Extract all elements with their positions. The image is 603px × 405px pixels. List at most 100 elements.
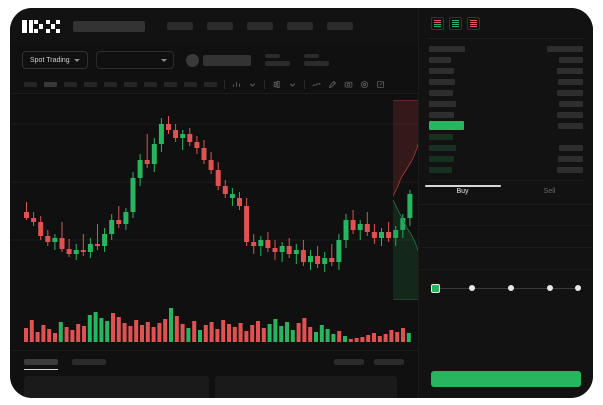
orderbook[interactable] <box>419 39 593 175</box>
chevron-down-icon[interactable] <box>248 80 257 89</box>
orderbook-ask-row[interactable] <box>429 54 583 65</box>
bottom-card-0[interactable] <box>24 376 209 398</box>
chart-type-icon[interactable] <box>272 80 281 89</box>
pencil-icon[interactable] <box>328 80 337 89</box>
orderbook-mode-asks[interactable] <box>467 17 480 30</box>
bid-amount <box>559 144 583 151</box>
candlestick-chart-svg <box>10 116 418 272</box>
ask-price <box>429 56 451 63</box>
tab-sell[interactable]: Sell <box>543 188 556 195</box>
candlestick-chart[interactable] <box>10 94 418 298</box>
ask-amount <box>558 78 583 85</box>
pair-select[interactable] <box>95 51 174 69</box>
ticker-stat-value <box>303 61 329 66</box>
toolbar-divider <box>264 80 265 89</box>
slider-step-50[interactable] <box>508 285 514 291</box>
bid-price <box>429 155 454 162</box>
trading-mode-select[interactable]: Spot Trading <box>22 51 88 69</box>
camera-icon[interactable] <box>344 80 353 89</box>
orderbook-mode-both[interactable] <box>431 17 444 30</box>
orderbook-ask-row[interactable] <box>429 76 583 87</box>
timeframe-button-8[interactable] <box>184 82 197 87</box>
chart-toolbar <box>10 76 418 94</box>
main-nav <box>167 22 581 30</box>
order-field-2[interactable] <box>419 248 593 270</box>
last-price <box>429 121 464 130</box>
fullscreen-icon[interactable] <box>376 80 385 89</box>
timeframe-button-4[interactable] <box>104 82 117 87</box>
orderbook-ask-row[interactable] <box>429 109 583 120</box>
orderbook-ask-row[interactable] <box>429 98 583 109</box>
ask-amount <box>557 67 583 74</box>
volume-chart <box>10 300 418 350</box>
logo-glyph-x <box>46 19 61 33</box>
order-form <box>419 204 593 270</box>
nav-item-1[interactable] <box>207 22 233 30</box>
timeframe-button-5[interactable] <box>124 82 137 87</box>
bottom-card-1[interactable] <box>215 376 397 398</box>
line-tool-icon[interactable] <box>312 80 321 89</box>
bid-amount <box>558 155 583 162</box>
bottom-action-0[interactable] <box>334 359 364 365</box>
ticker-stat-value <box>264 61 290 66</box>
logo-glyph-k <box>29 19 44 33</box>
order-field-0[interactable] <box>419 204 593 226</box>
nav-item-4[interactable] <box>327 22 353 30</box>
search-input[interactable] <box>73 20 145 32</box>
bottom-tab-0[interactable] <box>24 359 58 370</box>
nav-item-2[interactable] <box>247 22 273 30</box>
ticker-stat-1 <box>303 54 329 66</box>
okx-logo[interactable] <box>22 19 61 33</box>
ticker-stat-label <box>303 54 319 58</box>
ask-amount <box>557 89 583 96</box>
timeframe-button-9[interactable] <box>204 82 217 87</box>
chevron-down-icon <box>73 58 80 62</box>
timeframe-button-0[interactable] <box>24 82 37 87</box>
device-frame: Spot Trading <box>10 8 593 398</box>
indicator-icon[interactable] <box>232 80 241 89</box>
timeframe-button-6[interactable] <box>144 82 157 87</box>
slider-step-75[interactable] <box>547 285 553 291</box>
chevron-down-icon[interactable] <box>288 80 297 89</box>
slider-track <box>433 288 579 289</box>
timeframe-button-1[interactable] <box>44 82 57 87</box>
bottom-tab-label <box>72 359 106 365</box>
orderbook-mode-bids[interactable] <box>449 17 462 30</box>
bottom-tabs <box>10 351 418 370</box>
pair-name <box>202 54 251 66</box>
ticker-stat-0 <box>264 54 290 66</box>
timeframe-button-3[interactable] <box>84 82 97 87</box>
submit-order-button[interactable] <box>431 371 581 387</box>
ask-price <box>429 100 456 107</box>
bottom-action-1[interactable] <box>374 359 404 365</box>
bottom-tab-label <box>24 359 58 365</box>
depth-ask-area <box>393 100 437 196</box>
orderbook-last-price-row <box>429 120 583 131</box>
order-field-1[interactable] <box>419 226 593 248</box>
orderbook-divider <box>427 38 585 39</box>
bottom-tab-1[interactable] <box>72 359 106 365</box>
orderbook-bid-row[interactable] <box>429 164 583 175</box>
nav-item-0[interactable] <box>167 22 193 30</box>
slider-handle[interactable] <box>431 284 440 293</box>
tab-buy[interactable]: Buy <box>456 188 469 195</box>
ask-amount <box>559 56 583 63</box>
toolbar-divider <box>304 80 305 89</box>
bottom-panel <box>10 350 418 398</box>
active-tab-underline <box>425 185 501 187</box>
timeframe-button-2[interactable] <box>64 82 77 87</box>
settings-icon[interactable] <box>360 80 369 89</box>
amount-slider[interactable] <box>431 284 581 293</box>
orderbook-separator <box>427 180 585 181</box>
orderbook-bid-row[interactable] <box>429 153 583 164</box>
slider-step-25[interactable] <box>469 285 475 291</box>
bottom-cards <box>10 365 418 398</box>
timeframe-button-7[interactable] <box>164 82 177 87</box>
orderbook-mode-group <box>419 8 593 30</box>
orderbook-bid-row[interactable] <box>429 131 583 142</box>
orderbook-ask-row[interactable] <box>429 87 583 98</box>
nav-item-3[interactable] <box>287 22 313 30</box>
slider-step-100[interactable] <box>575 285 581 291</box>
orderbook-ask-row[interactable] <box>429 65 583 76</box>
orderbook-bid-row[interactable] <box>429 142 583 153</box>
